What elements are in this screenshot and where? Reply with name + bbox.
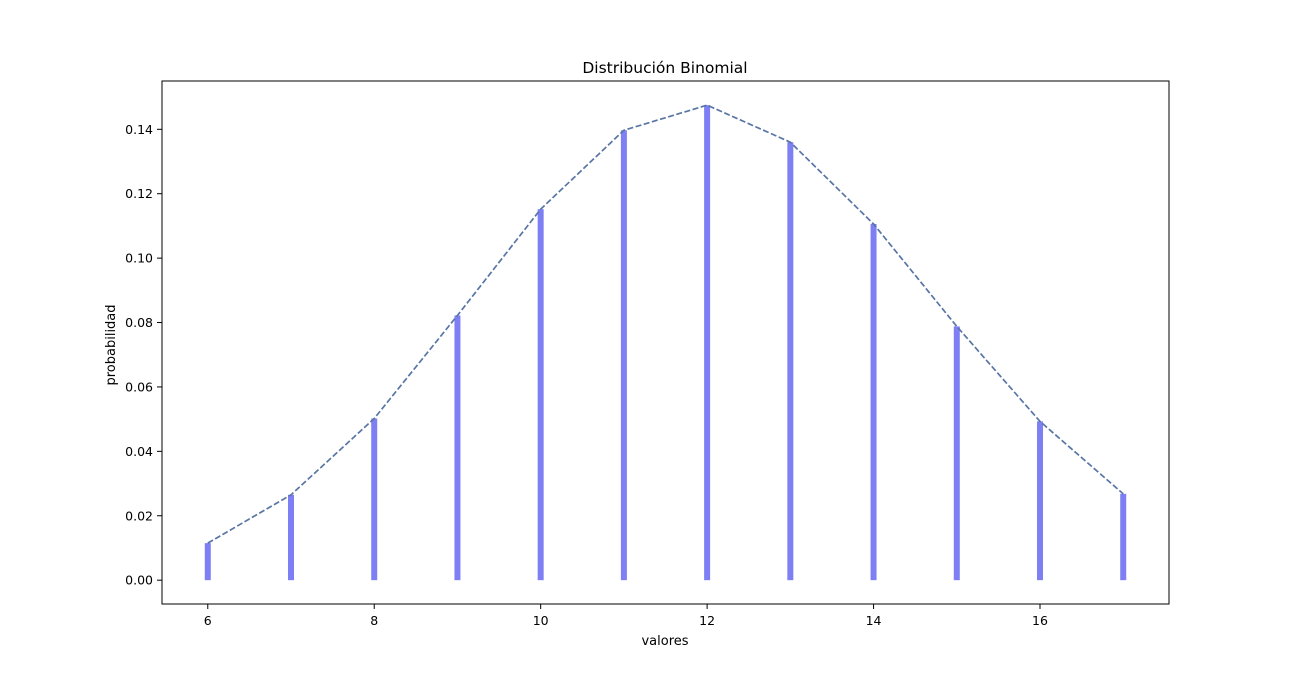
x-tick-label: 12 <box>699 613 715 628</box>
x-tick-label: 8 <box>370 613 378 628</box>
bar-15 <box>953 326 960 581</box>
y-tick-label: 0.10 <box>125 251 153 266</box>
bar-12 <box>704 105 711 581</box>
x-tick-label: 6 <box>204 613 212 628</box>
bar-9 <box>454 315 461 581</box>
plot-frame <box>161 80 1170 605</box>
x-tick-label: 10 <box>533 613 549 628</box>
x-tick-label: 16 <box>1032 613 1048 628</box>
bar-17 <box>1120 493 1127 581</box>
bar-13 <box>787 142 794 581</box>
y-tick-label: 0.00 <box>125 573 153 588</box>
bar-16 <box>1037 421 1044 581</box>
bar-14 <box>870 223 877 581</box>
y-tick-label: 0.06 <box>125 379 153 394</box>
y-tick-label: 0.12 <box>125 186 153 201</box>
y-tick-label: 0.14 <box>125 122 153 137</box>
bar-series <box>204 105 1127 581</box>
chart-title: Distribución Binomial <box>582 59 747 77</box>
bar-7 <box>287 494 294 581</box>
bar-10 <box>537 209 544 581</box>
probability-line <box>207 104 1124 544</box>
y-tick-label: 0.08 <box>125 315 153 330</box>
y-axis-label: probabilidad <box>104 304 119 385</box>
x-tick-label: 14 <box>866 613 882 628</box>
bar-6 <box>204 543 211 581</box>
y-axis-ticks: 0.00 0.02 0.04 0.06 0.08 0.10 0.12 0.14 <box>125 122 162 588</box>
bar-11 <box>620 130 627 581</box>
bar-8 <box>371 418 378 581</box>
x-axis-ticks: 6 8 10 12 14 16 <box>204 604 1048 628</box>
y-tick-label: 0.02 <box>125 508 153 523</box>
y-tick-label: 0.04 <box>125 444 153 459</box>
x-axis-label: valores <box>641 634 688 649</box>
